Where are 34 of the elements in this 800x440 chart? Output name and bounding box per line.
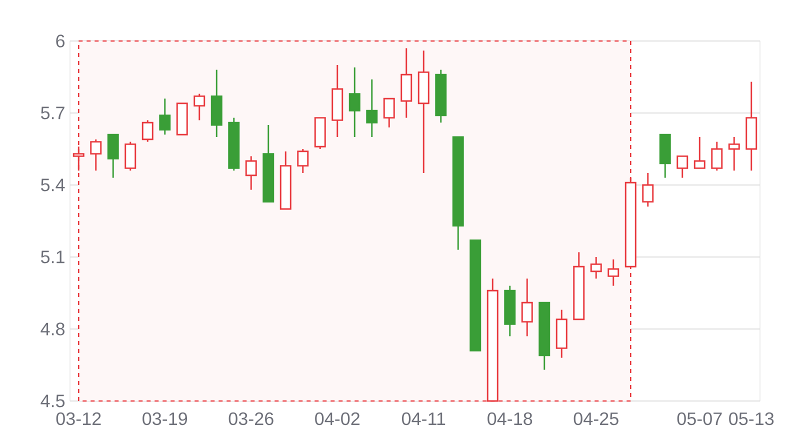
y-tick-label: 4.8 [40,322,64,336]
x-tick-label: 05-07 [677,412,722,426]
candlestick [124,141,136,172]
candlestick [694,136,706,169]
candlestick [521,278,533,337]
candlestick [711,141,723,172]
x-tick-label: 03-26 [228,412,274,426]
y-tick-label: 5.7 [40,106,64,120]
candlestick [608,258,620,287]
candlestick [676,155,688,179]
x-tick-label: 03-12 [56,412,101,426]
candlestick [348,66,360,138]
candlestick [90,138,102,172]
candlestick [366,78,378,138]
x-tick-label: 05-13 [729,412,774,426]
x-tick-label: 04-18 [488,412,532,426]
candlestick [245,155,257,191]
candlestick [107,134,119,179]
y-tick-label: 4.5 [40,394,65,408]
y-tick-label: 5.4 [40,178,65,192]
candlestick [383,98,395,128]
x-tick-label: 04-25 [574,412,618,426]
candlestick [194,93,206,121]
candlestick [590,256,602,280]
candlestick [642,172,654,208]
candlestick [142,119,154,143]
candlestick [159,98,171,136]
x-tick-label: 04-02 [315,412,360,426]
candlestick [728,136,740,172]
x-tick-label: 04-11 [402,412,446,426]
candlestick [297,148,309,174]
x-tick-label: 03-19 [142,412,188,426]
y-tick-label: 5.1 [40,250,64,264]
y-tick-label: 6 [56,34,64,48]
